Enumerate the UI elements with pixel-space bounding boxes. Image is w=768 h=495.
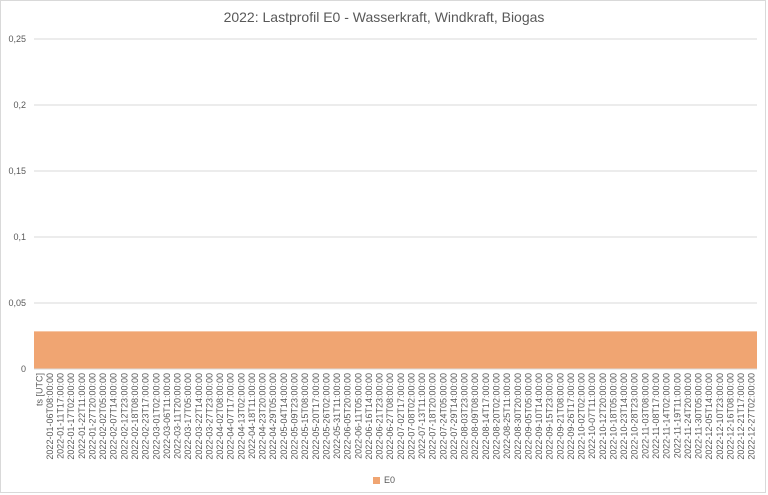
- x-tick-label: 2022-07-02T17:00:00: [396, 373, 406, 460]
- y-tick-label: 0,1: [13, 232, 26, 242]
- x-tick-label: 2022-04-29T05:00:00: [268, 373, 278, 460]
- x-tick-label: 2022-03-22T14:00:00: [194, 373, 204, 460]
- x-tick-label: 2022-11-24T20:00:00: [683, 373, 693, 459]
- x-tick-label: 2022-05-04T14:00:00: [279, 373, 289, 460]
- y-tick-label: 0: [21, 364, 26, 374]
- x-tick-label: 2022-05-20T17:00:00: [311, 373, 321, 460]
- x-tick-label: 2022-09-26T17:00:00: [566, 373, 576, 460]
- x-tick-label: 2022-06-21T23:00:00: [375, 373, 385, 460]
- x-tick-label: 2022-08-25T11:00:00: [502, 373, 512, 459]
- x-tick-label: 2022-04-02T08:00:00: [215, 373, 225, 460]
- y-tick-label: 0,05: [8, 298, 26, 308]
- x-tick-label: 2022-01-22T11:00:00: [77, 373, 87, 459]
- x-axis-label: ts [UTC]: [34, 373, 44, 406]
- y-tick-label: 0,15: [8, 166, 26, 176]
- legend-label: E0: [383, 475, 395, 485]
- x-tick-label: 2022-01-27T20:00:00: [87, 373, 97, 460]
- x-tick-label: 2022-07-29T14:00:00: [449, 373, 459, 460]
- x-tick-label: 2022-12-16T08:00:00: [725, 373, 735, 460]
- x-tick-label: 2022-08-20T02:00:00: [492, 373, 502, 460]
- x-tick-label: 2022-06-16T14:00:00: [364, 373, 374, 460]
- x-tick-label: 2022-11-08T17:00:00: [651, 373, 661, 459]
- x-tick-label: 2022-06-27T08:00:00: [385, 373, 395, 460]
- x-tick-label: 2022-12-21T17:00:00: [736, 373, 746, 460]
- legend: E0: [1, 475, 767, 485]
- x-tick-label: 2022-04-18T11:00:00: [247, 373, 257, 459]
- y-tick-label: 0,25: [8, 34, 26, 44]
- x-tick-label: 2022-03-11T20:00:00: [173, 373, 183, 459]
- x-tick-label: 2022-05-26T02:00:00: [321, 373, 331, 460]
- x-tick-label: 2022-11-03T08:00:00: [640, 373, 650, 459]
- x-tick-label: 2022-10-18T05:00:00: [608, 373, 618, 460]
- x-tick-label: 2022-02-07T14:00:00: [109, 373, 119, 460]
- x-tick-label: 2022-09-21T08:00:00: [555, 373, 565, 460]
- x-tick-label: 2022-08-03T23:00:00: [460, 373, 470, 460]
- x-tick-label: 2022-02-12T23:00:00: [119, 373, 129, 460]
- x-tick-label: 2022-10-12T20:00:00: [598, 373, 608, 460]
- x-tick-label: 2022-03-06T11:00:00: [162, 373, 172, 459]
- x-tick-label: 2022-04-23T20:00:00: [258, 373, 268, 460]
- x-tick-label: 2022-11-30T05:00:00: [694, 373, 704, 459]
- x-tick-label: 2022-06-05T20:00:00: [343, 373, 353, 460]
- x-tick-label: 2022-11-19T11:00:00: [672, 373, 682, 458]
- x-tick-label: 2022-10-28T23:00:00: [630, 373, 640, 460]
- x-tick-label: 2022-07-18T20:00:00: [428, 373, 438, 460]
- x-tick-label: 2022-08-09T08:00:00: [470, 373, 480, 460]
- x-tick-label: 2022-01-17T02:00:00: [66, 373, 76, 460]
- x-tick-label: 2022-04-07T17:00:00: [226, 373, 236, 460]
- x-tick-label: 2022-05-31T11:00:00: [332, 373, 342, 459]
- x-tick-label: 2022-10-23T14:00:00: [619, 373, 629, 460]
- x-tick-label: 2022-10-07T11:00:00: [587, 373, 597, 459]
- x-tick-label: 2022-08-30T20:00:00: [513, 373, 523, 460]
- x-tick-label: 2022-03-27T23:00:00: [204, 373, 214, 460]
- x-tick-label: 2022-06-11T05:00:00: [353, 373, 363, 459]
- x-tick-label: 2022-05-09T23:00:00: [289, 373, 299, 460]
- x-tick-label: 2022-03-01T02:00:00: [151, 373, 161, 460]
- x-tick-label: 2022-04-13T02:00:00: [236, 373, 246, 460]
- y-tick-label: 0,2: [13, 100, 26, 110]
- x-tick-label: 2022-11-14T02:00:00: [662, 373, 672, 459]
- x-tick-label: 2022-02-23T17:00:00: [141, 373, 151, 460]
- x-tick-label: 2022-07-13T11:00:00: [417, 373, 427, 459]
- x-tick-label: 2022-10-02T02:00:00: [577, 373, 587, 460]
- x-tick-label: 2022-12-27T02:00:00: [747, 373, 757, 460]
- x-tick-label: 2022-01-06T08:00:00: [45, 373, 55, 460]
- x-tick-label: 2022-02-02T05:00:00: [98, 373, 108, 460]
- x-tick-label: 2022-02-18T08:00:00: [130, 373, 140, 460]
- x-tick-label: 2022-01-11T17:00:00: [56, 373, 66, 459]
- x-tick-label: 2022-07-24T05:00:00: [438, 373, 448, 460]
- x-tick-label: 2022-12-05T14:00:00: [704, 373, 714, 460]
- x-tick-label: 2022-09-15T23:00:00: [545, 373, 555, 460]
- x-tick-label: 2022-12-10T23:00:00: [715, 373, 725, 460]
- x-tick-label: 2022-05-15T08:00:00: [300, 373, 310, 460]
- x-tick-label: 2022-08-14T17:00:00: [481, 373, 491, 460]
- legend-swatch: [372, 476, 380, 484]
- x-tick-label: 2022-03-17T05:00:00: [183, 373, 193, 460]
- x-tick-label: 2022-09-05T05:00:00: [523, 373, 533, 460]
- series-area-e0: [34, 331, 757, 369]
- x-tick-label: 2022-09-10T14:00:00: [534, 373, 544, 460]
- chart-title: 2022: Lastprofil E0 - Wasserkraft, Windk…: [223, 9, 545, 25]
- x-tick-label: 2022-07-08T02:00:00: [406, 373, 416, 460]
